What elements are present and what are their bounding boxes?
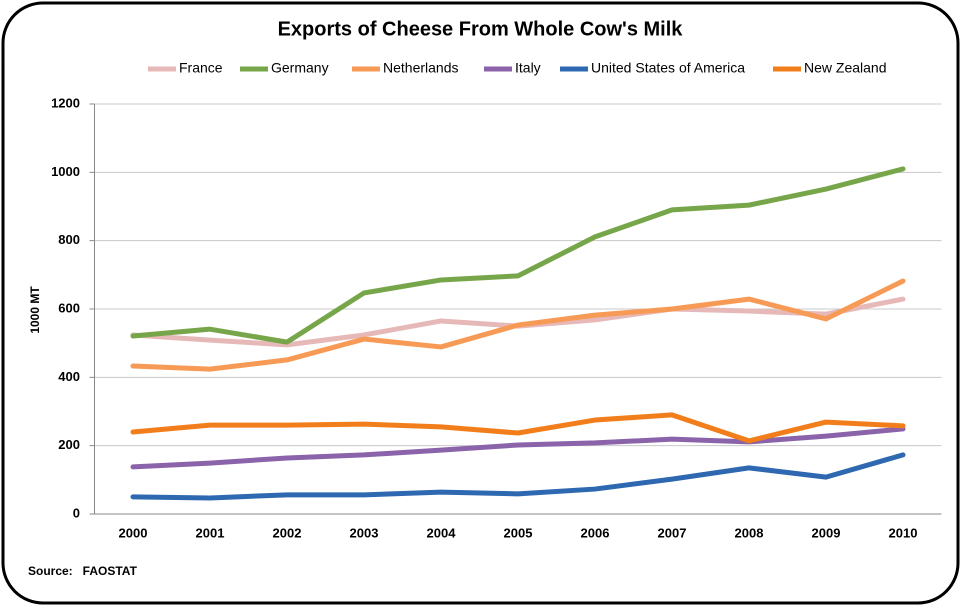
x-tick-label: 2007 xyxy=(658,525,687,540)
source: Source: FAOSTAT xyxy=(28,564,138,578)
x-tick-label: 2001 xyxy=(196,525,225,540)
x-tick-label: 2010 xyxy=(889,525,918,540)
series-line xyxy=(130,412,906,444)
y-tick-label: 200 xyxy=(58,437,80,452)
x-tick-label: 2005 xyxy=(504,525,533,540)
chart-title: Exports of Cheese From Whole Cow's Milk xyxy=(278,18,684,40)
legend-label: France xyxy=(179,60,223,76)
series-line xyxy=(130,278,906,372)
y-tick-label: 1000 xyxy=(51,164,80,179)
x-tick-label: 2000 xyxy=(119,525,148,540)
y-tick-label: 0 xyxy=(73,505,80,520)
x-tick-label: 2009 xyxy=(812,525,841,540)
legend-label: United States of America xyxy=(591,60,745,76)
x-tick-label: 2003 xyxy=(350,525,379,540)
series-line xyxy=(130,426,906,470)
legend-label: Italy xyxy=(515,60,541,76)
legend-label: New Zealand xyxy=(804,60,887,76)
y-tick-label: 400 xyxy=(58,369,80,384)
y-axis-label: 1000 MT xyxy=(28,286,42,334)
x-tick-label: 2006 xyxy=(581,525,610,540)
series-line xyxy=(130,166,906,345)
legend-label: Netherlands xyxy=(383,60,459,76)
series-line xyxy=(130,452,906,501)
x-tick-label: 2008 xyxy=(735,525,764,540)
y-tick-label: 1200 xyxy=(51,95,80,110)
x-tick-label: 2002 xyxy=(273,525,302,540)
legend-label: Germany xyxy=(271,60,329,76)
y-tick-label: 800 xyxy=(58,232,80,247)
y-tick-label: 600 xyxy=(58,300,80,315)
x-tick-label: 2004 xyxy=(427,525,457,540)
